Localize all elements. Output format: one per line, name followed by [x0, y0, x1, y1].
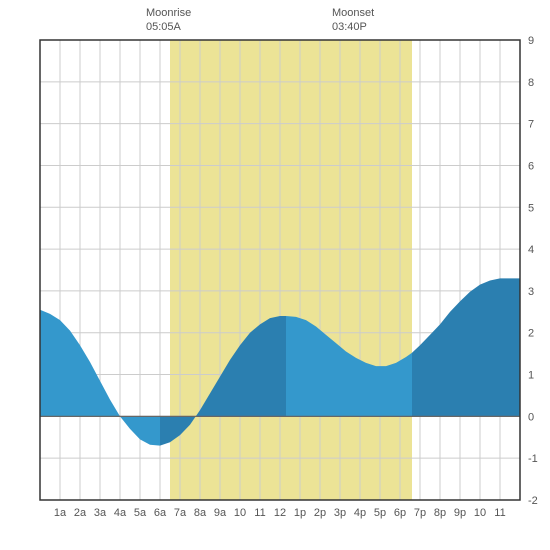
svg-text:9: 9	[528, 35, 534, 47]
svg-text:7: 7	[528, 119, 534, 131]
svg-text:6: 6	[528, 160, 534, 172]
moonset-annotation: Moonset 03:40P	[332, 6, 374, 35]
svg-text:5a: 5a	[134, 507, 147, 519]
svg-text:2a: 2a	[74, 507, 87, 519]
svg-text:12: 12	[274, 507, 286, 519]
moonset-time: 03:40P	[332, 20, 374, 34]
svg-text:6a: 6a	[154, 507, 167, 519]
svg-text:-1: -1	[528, 453, 538, 465]
svg-text:6p: 6p	[394, 507, 406, 519]
svg-text:7a: 7a	[174, 507, 187, 519]
svg-text:2: 2	[528, 328, 534, 340]
svg-text:10: 10	[474, 507, 486, 519]
svg-text:3p: 3p	[334, 507, 346, 519]
svg-text:8a: 8a	[194, 507, 207, 519]
svg-text:7p: 7p	[414, 507, 426, 519]
svg-text:5p: 5p	[374, 507, 386, 519]
moonrise-time: 05:05A	[146, 20, 191, 34]
svg-text:4: 4	[528, 244, 534, 256]
svg-text:-2: -2	[528, 495, 538, 507]
svg-text:2p: 2p	[314, 507, 326, 519]
tide-chart: -2-101234567891a2a3a4a5a6a7a8a9a1011121p…	[0, 0, 550, 550]
svg-text:8p: 8p	[434, 507, 446, 519]
svg-text:8: 8	[528, 77, 534, 89]
svg-text:3: 3	[528, 286, 534, 298]
svg-text:3a: 3a	[94, 507, 107, 519]
svg-text:9a: 9a	[214, 507, 227, 519]
svg-text:5: 5	[528, 202, 534, 214]
svg-text:11: 11	[494, 507, 505, 519]
svg-text:0: 0	[528, 411, 534, 423]
svg-text:1p: 1p	[294, 507, 306, 519]
svg-text:4a: 4a	[114, 507, 127, 519]
svg-text:1: 1	[528, 370, 534, 382]
moonset-title: Moonset	[332, 6, 374, 20]
svg-text:1a: 1a	[54, 507, 67, 519]
moonrise-title: Moonrise	[146, 6, 191, 20]
svg-text:11: 11	[254, 507, 265, 519]
moonrise-annotation: Moonrise 05:05A	[146, 6, 191, 35]
chart-svg: -2-101234567891a2a3a4a5a6a7a8a9a1011121p…	[0, 0, 550, 550]
svg-text:10: 10	[234, 507, 246, 519]
svg-text:9p: 9p	[454, 507, 466, 519]
svg-text:4p: 4p	[354, 507, 366, 519]
